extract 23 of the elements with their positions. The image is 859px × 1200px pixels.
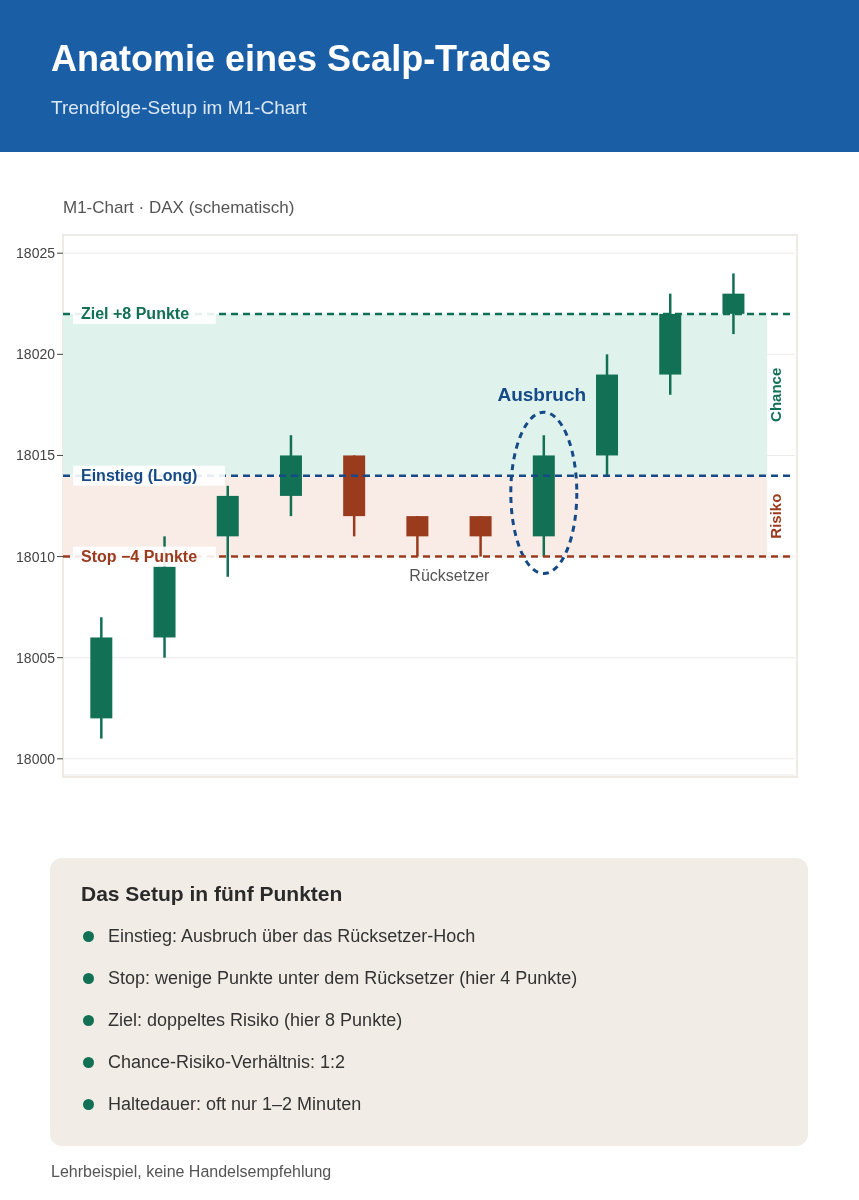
text: Einstieg: Ausbruch über das Rücksetzer-Hoch xyxy=(108,926,476,947)
text: Chance-Risiko-Verhältnis: 1:2 xyxy=(108,1052,346,1073)
text: M1-Chart · DAX (schematisch) xyxy=(63,198,295,218)
chart-subtitle: Trendfolge-Setup im M1-Chart xyxy=(51,97,307,119)
y-tick-label: 18000 xyxy=(16,750,56,767)
text: Ziel: doppeltes Risiko (hier 8 Punkte) xyxy=(108,1010,403,1031)
y-tick-label: 18010 xyxy=(16,548,56,565)
annotation: Ausbruch xyxy=(497,384,587,406)
text: Haltedauer: oft nur 1–2 Minuten xyxy=(108,1094,362,1115)
y-tick-label: 18015 xyxy=(16,447,56,464)
chart-title: Anatomie eines Scalp-Trades xyxy=(51,38,552,80)
ref-line-label: Einstieg (Long) xyxy=(81,466,198,484)
annotation: Rücksetzer xyxy=(409,566,491,584)
y-tick-label: 18020 xyxy=(16,346,56,363)
text: Stop: wenige Punkte unter dem Rücksetzer (hier 4 Punkte) xyxy=(108,968,578,989)
ref-line-label: Ziel +8 Punkte xyxy=(81,304,190,322)
y-tick-label: 18005 xyxy=(16,649,56,666)
y-tick-label: 18025 xyxy=(16,245,56,262)
band-label: Risiko xyxy=(767,493,785,539)
text: Das Setup in fünf Punkten xyxy=(81,882,343,906)
band-label: Chance xyxy=(767,367,785,422)
text: Lehrbeispiel, keine Handelsempfehlung xyxy=(51,1163,332,1181)
ref-line-label: Stop −4 Punkte xyxy=(81,547,198,565)
